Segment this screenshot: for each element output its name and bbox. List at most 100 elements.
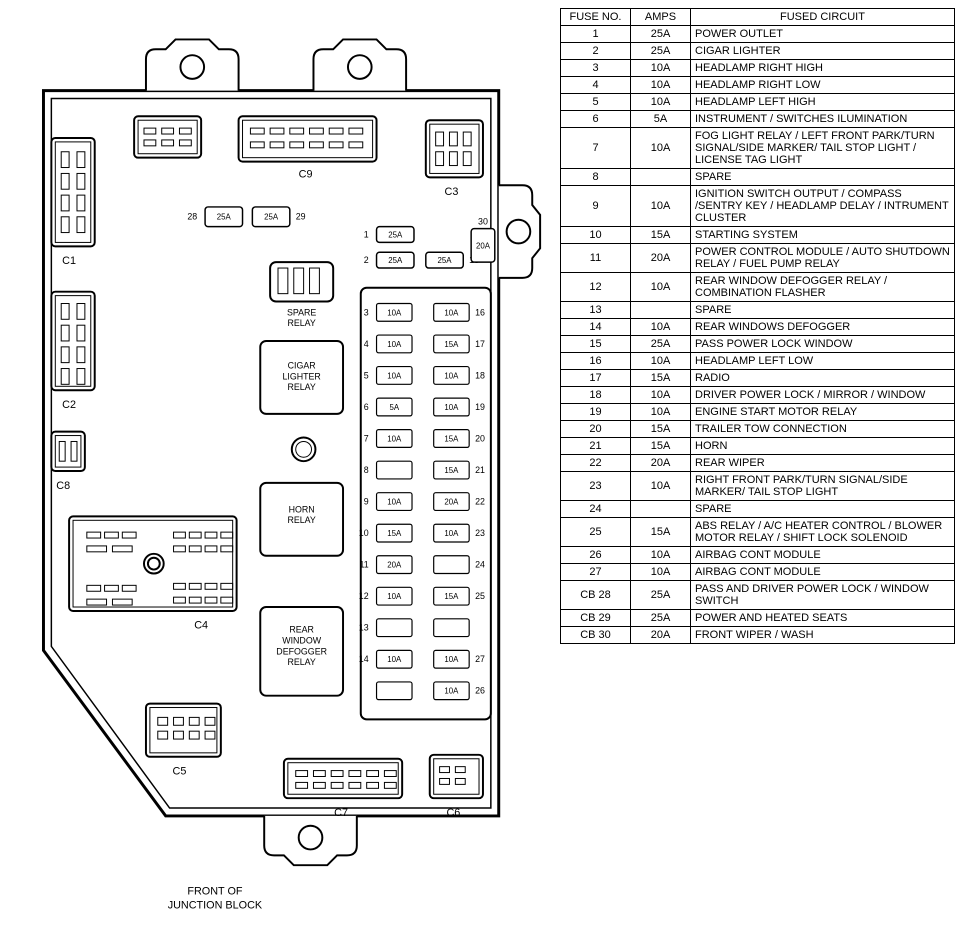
cell-amps: 10A (631, 472, 691, 501)
cell-fuse-no: 26 (561, 547, 631, 564)
cell-amps (631, 169, 691, 186)
table-row: 1210AREAR WINDOW DEFOGGER RELAY / COMBIN… (561, 273, 955, 302)
svg-text:25A: 25A (438, 256, 453, 265)
svg-text:C6: C6 (446, 807, 460, 819)
table-row: 225ACIGAR LIGHTER (561, 43, 955, 60)
svg-text:C2: C2 (62, 399, 76, 411)
cell-fuse-no: 21 (561, 438, 631, 455)
svg-text:15A: 15A (444, 592, 459, 601)
svg-text:5: 5 (364, 370, 369, 380)
table-row: 13SPARE (561, 302, 955, 319)
cell-amps: 20A (631, 455, 691, 472)
cell-amps: 10A (631, 186, 691, 227)
cell-circuit: HEADLAMP RIGHT LOW (691, 77, 955, 94)
cell-circuit: REAR WINDOW DEFOGGER RELAY / COMBINATION… (691, 273, 955, 302)
svg-text:29: 29 (296, 212, 306, 222)
svg-text:10A: 10A (387, 655, 402, 664)
table-row: 125APOWER OUTLET (561, 26, 955, 43)
page-container: C1C2C8C4C5C7C6C9C3SPARERELAYCIGARLIGHTER… (8, 8, 955, 938)
svg-text:WINDOW: WINDOW (282, 635, 322, 645)
cell-amps: 10A (631, 547, 691, 564)
svg-text:RELAY: RELAY (287, 515, 315, 525)
svg-text:16: 16 (475, 307, 485, 317)
cell-amps: 15A (631, 227, 691, 244)
svg-text:26: 26 (475, 686, 485, 696)
svg-text:DEFOGGER: DEFOGGER (276, 646, 327, 656)
table-row: 2115AHORN (561, 438, 955, 455)
svg-text:27: 27 (475, 654, 485, 664)
cell-fuse-no: 27 (561, 564, 631, 581)
table-row: CB 2925APOWER AND HEATED SEATS (561, 610, 955, 627)
svg-text:SPARE: SPARE (287, 307, 316, 317)
cell-fuse-no: CB 28 (561, 581, 631, 610)
svg-text:7: 7 (364, 433, 369, 443)
svg-text:11: 11 (359, 560, 368, 570)
table-row: 2515AABS RELAY / A/C HEATER CONTROL / BL… (561, 518, 955, 547)
cell-fuse-no: 4 (561, 77, 631, 94)
svg-text:10A: 10A (444, 308, 459, 317)
table-row: 2220AREAR WIPER (561, 455, 955, 472)
cell-circuit: HORN (691, 438, 955, 455)
cell-fuse-no: 8 (561, 169, 631, 186)
cell-fuse-no: 10 (561, 227, 631, 244)
svg-text:10A: 10A (387, 434, 402, 443)
cell-circuit: CIGAR LIGHTER (691, 43, 955, 60)
cell-fuse-no: 3 (561, 60, 631, 77)
svg-text:8: 8 (364, 465, 369, 475)
table-row: 1610AHEADLAMP LEFT LOW (561, 353, 955, 370)
svg-text:22: 22 (475, 497, 485, 507)
svg-text:C9: C9 (299, 168, 313, 180)
cell-fuse-no: CB 30 (561, 627, 631, 644)
table-row: CB 2825APASS AND DRIVER POWER LOCK / WIN… (561, 581, 955, 610)
diagram-svg: C1C2C8C4C5C7C6C9C3SPARERELAYCIGARLIGHTER… (8, 8, 548, 938)
cell-circuit: POWER AND HEATED SEATS (691, 610, 955, 627)
svg-text:10A: 10A (387, 498, 402, 507)
cell-fuse-no: 2 (561, 43, 631, 60)
cell-amps: 10A (631, 387, 691, 404)
table-row: 1120APOWER CONTROL MODULE / AUTO SHUTDOW… (561, 244, 955, 273)
svg-text:15A: 15A (387, 529, 402, 538)
table-row: 8SPARE (561, 169, 955, 186)
cell-fuse-no: 17 (561, 370, 631, 387)
svg-text:17: 17 (475, 339, 485, 349)
svg-text:25A: 25A (388, 230, 403, 239)
svg-text:10A: 10A (444, 655, 459, 664)
svg-text:20: 20 (475, 433, 485, 443)
cell-amps: 10A (631, 404, 691, 421)
svg-text:15A: 15A (444, 434, 459, 443)
cell-circuit: HEADLAMP LEFT LOW (691, 353, 955, 370)
svg-text:15A: 15A (444, 466, 459, 475)
junction-block-diagram: C1C2C8C4C5C7C6C9C3SPARERELAYCIGARLIGHTER… (8, 8, 548, 938)
cell-fuse-no: 9 (561, 186, 631, 227)
svg-text:10A: 10A (387, 308, 402, 317)
cell-fuse-no: 1 (561, 26, 631, 43)
svg-text:10A: 10A (387, 592, 402, 601)
svg-text:RELAY: RELAY (287, 657, 315, 667)
svg-text:1: 1 (364, 229, 369, 239)
cell-amps: 10A (631, 77, 691, 94)
col-header-amps: AMPS (631, 9, 691, 26)
cell-amps: 10A (631, 564, 691, 581)
svg-text:REAR: REAR (289, 625, 314, 635)
cell-circuit: ENGINE START MOTOR RELAY (691, 404, 955, 421)
svg-text:10: 10 (359, 528, 369, 538)
svg-text:HORN: HORN (289, 504, 315, 514)
cell-circuit: PASS AND DRIVER POWER LOCK / WINDOW SWIT… (691, 581, 955, 610)
svg-text:10A: 10A (444, 403, 459, 412)
cell-fuse-no: 11 (561, 244, 631, 273)
svg-text:C4: C4 (194, 620, 208, 632)
svg-text:C1: C1 (62, 255, 76, 267)
cell-circuit: AIRBAG CONT MODULE (691, 564, 955, 581)
cell-circuit: POWER OUTLET (691, 26, 955, 43)
svg-text:10A: 10A (444, 371, 459, 380)
cell-amps: 25A (631, 336, 691, 353)
svg-text:20A: 20A (444, 498, 459, 507)
svg-text:20A: 20A (387, 561, 402, 570)
table-row: 1410AREAR WINDOWS DEFOGGER (561, 319, 955, 336)
svg-text:24: 24 (475, 560, 485, 570)
table-row: 1810ADRIVER POWER LOCK / MIRROR / WINDOW (561, 387, 955, 404)
cell-circuit: REAR WIPER (691, 455, 955, 472)
cell-amps: 15A (631, 518, 691, 547)
cell-fuse-no: 7 (561, 128, 631, 169)
svg-text:5A: 5A (389, 403, 399, 412)
